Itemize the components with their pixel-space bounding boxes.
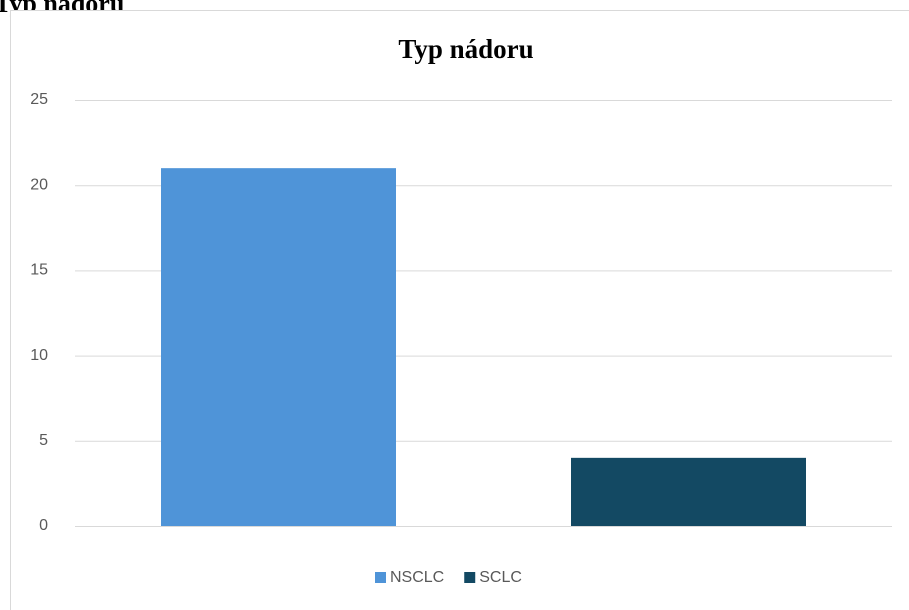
legend-label: NSCLC (390, 569, 444, 586)
y-tick-label: 15 (30, 262, 48, 279)
bar (161, 168, 396, 526)
chart-title: Typ nádoru (398, 34, 533, 64)
y-tick-label: 20 (30, 176, 48, 193)
y-tick-label: 0 (39, 517, 48, 534)
legend-swatch (464, 572, 476, 583)
legend-swatch (375, 572, 386, 583)
legend-label: SCLC (479, 569, 522, 586)
y-tick-label: 25 (30, 91, 48, 108)
y-tick-label: 5 (39, 432, 48, 449)
y-tick-label: 10 (30, 347, 48, 364)
bar (571, 457, 806, 526)
